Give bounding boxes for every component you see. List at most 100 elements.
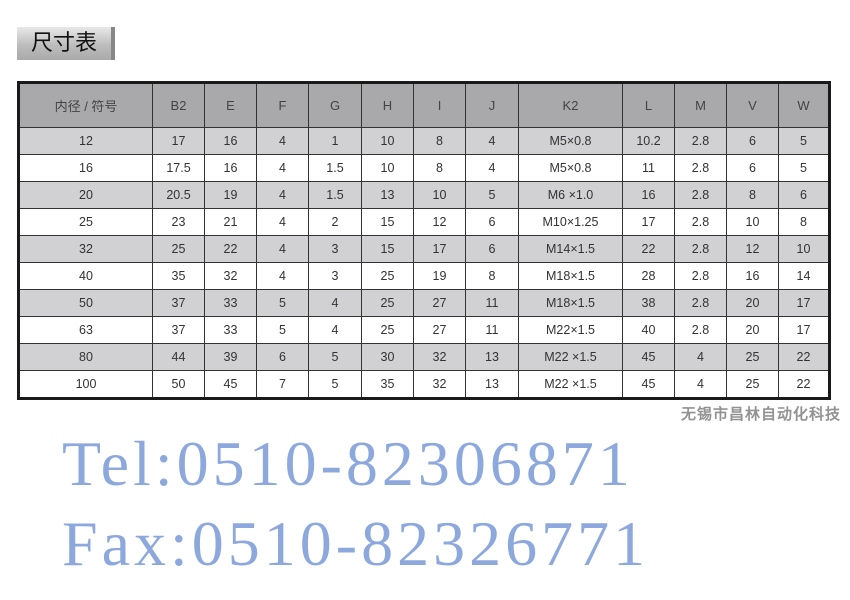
table-cell: 2.8 <box>674 127 727 155</box>
table-cell: 50 <box>18 289 153 317</box>
table-cell: 2.8 <box>674 235 727 263</box>
table-cell: M18×1.5 <box>518 289 623 317</box>
table-row: 100 50 45 7 5 35 32 13 M22 ×1.5 45 4 25 22 <box>18 370 830 399</box>
section-title: 尺寸表 <box>17 27 115 60</box>
table-cell: 20 <box>726 289 779 317</box>
column-header: M <box>674 82 727 128</box>
table-cell: 12 <box>726 235 779 263</box>
table-cell: 45 <box>622 343 675 371</box>
table-cell: M22 ×1.5 <box>518 370 623 399</box>
table-cell: 19 <box>413 262 466 290</box>
table-cell: 10 <box>413 181 466 209</box>
table-cell: 37 <box>152 289 205 317</box>
table-cell: 32 <box>413 343 466 371</box>
watermark-tel: Tel:0510-82306871 <box>62 428 634 499</box>
table-cell: 6 <box>256 343 309 371</box>
table-cell: 5 <box>256 289 309 317</box>
table-row: 12 17 16 4 1 10 8 4 M5×0.8 10.2 2.8 6 5 <box>18 127 830 155</box>
table-cell: 13 <box>465 343 519 371</box>
table-cell: 3 <box>308 262 362 290</box>
table-cell: 1 <box>308 127 362 155</box>
table-cell: 33 <box>204 316 257 344</box>
column-header: K2 <box>518 82 623 128</box>
table-cell: 23 <box>152 208 205 236</box>
table-cell: 25 <box>726 343 779 371</box>
table-row: 63 37 33 5 4 25 27 11 M22×1.5 40 2.8 20 17 <box>18 316 830 344</box>
table-cell: 14 <box>778 262 830 290</box>
table-cell: 20.5 <box>152 181 205 209</box>
table-cell: 5 <box>778 127 830 155</box>
table-cell: 6 <box>465 235 519 263</box>
column-header: G <box>308 82 362 128</box>
table-row: 32 25 22 4 3 15 17 6 M14×1.5 22 2.8 12 10 <box>18 235 830 263</box>
table-row: 80 44 39 6 5 30 32 13 M22 ×1.5 45 4 25 22 <box>18 343 830 371</box>
table-cell: 4 <box>256 262 309 290</box>
table-cell: 13 <box>361 181 414 209</box>
table-cell: 28 <box>622 262 675 290</box>
column-header: B2 <box>152 82 205 128</box>
table-cell: 17.5 <box>152 154 205 182</box>
table-cell: 20 <box>18 181 153 209</box>
table-cell: M5×0.8 <box>518 127 623 155</box>
table-cell: 4 <box>465 127 519 155</box>
table-cell: 1.5 <box>308 154 362 182</box>
table-cell: 10.2 <box>622 127 675 155</box>
table-cell: 17 <box>778 289 830 317</box>
table-row: 16 17.5 16 4 1.5 10 8 4 M5×0.8 11 2.8 6 5 <box>18 154 830 182</box>
table-cell: 32 <box>413 370 466 399</box>
table-cell: 5 <box>465 181 519 209</box>
table-cell: 32 <box>204 262 257 290</box>
table-cell: 2 <box>308 208 362 236</box>
table-cell: 13 <box>465 370 519 399</box>
table-cell: 2.8 <box>674 181 727 209</box>
column-header: 内径 / 符号 <box>18 82 153 128</box>
table-cell: M10×1.25 <box>518 208 623 236</box>
table-cell: 17 <box>622 208 675 236</box>
table-cell: 63 <box>18 316 153 344</box>
table-cell: 6 <box>465 208 519 236</box>
table-cell: 8 <box>726 181 779 209</box>
table-cell: 16 <box>204 154 257 182</box>
table-cell: 4 <box>256 154 309 182</box>
dimension-table: 内径 / 符号 B2 E F G H I J K2 L M V W 12 17 16 4 1 10 8 4 M5×0.8… <box>17 81 831 400</box>
table-cell: 15 <box>361 208 414 236</box>
table-cell: 2.8 <box>674 262 727 290</box>
table-cell: M22×1.5 <box>518 316 623 344</box>
table-cell: 27 <box>413 289 466 317</box>
table-cell: 10 <box>361 127 414 155</box>
table-cell: 50 <box>152 370 205 399</box>
table-cell: 10 <box>361 154 414 182</box>
column-header: L <box>622 82 675 128</box>
table-cell: 16 <box>204 127 257 155</box>
table-cell: 25 <box>361 316 414 344</box>
column-header: J <box>465 82 519 128</box>
table-cell: 5 <box>778 154 830 182</box>
table-cell: 22 <box>778 370 830 399</box>
table-cell: 17 <box>778 316 830 344</box>
table-cell: 44 <box>152 343 205 371</box>
table-cell: 8 <box>465 262 519 290</box>
table-cell: 2.8 <box>674 154 727 182</box>
table-cell: 22 <box>778 343 830 371</box>
table-cell: 35 <box>152 262 205 290</box>
table-cell: 11 <box>465 289 519 317</box>
table-cell: M6 ×1.0 <box>518 181 623 209</box>
table-cell: 6 <box>726 127 779 155</box>
table-cell: 3 <box>308 235 362 263</box>
table-cell: 5 <box>308 370 362 399</box>
table-cell: 27 <box>413 316 466 344</box>
table-cell: 4 <box>256 208 309 236</box>
table-row: 50 37 33 5 4 25 27 11 M18×1.5 38 2.8 20 17 <box>18 289 830 317</box>
table-cell: 2.8 <box>674 208 727 236</box>
table-cell: 2.8 <box>674 316 727 344</box>
column-header: E <box>204 82 257 128</box>
table-cell: 45 <box>204 370 257 399</box>
table-cell: 25 <box>726 370 779 399</box>
table-row: 25 23 21 4 2 15 12 6 M10×1.25 17 2.8 10 8 <box>18 208 830 236</box>
table-cell: 4 <box>256 235 309 263</box>
table-cell: 25 <box>361 289 414 317</box>
table-cell: 22 <box>204 235 257 263</box>
table-cell: 25 <box>361 262 414 290</box>
table-cell: M18×1.5 <box>518 262 623 290</box>
table-cell: 22 <box>622 235 675 263</box>
